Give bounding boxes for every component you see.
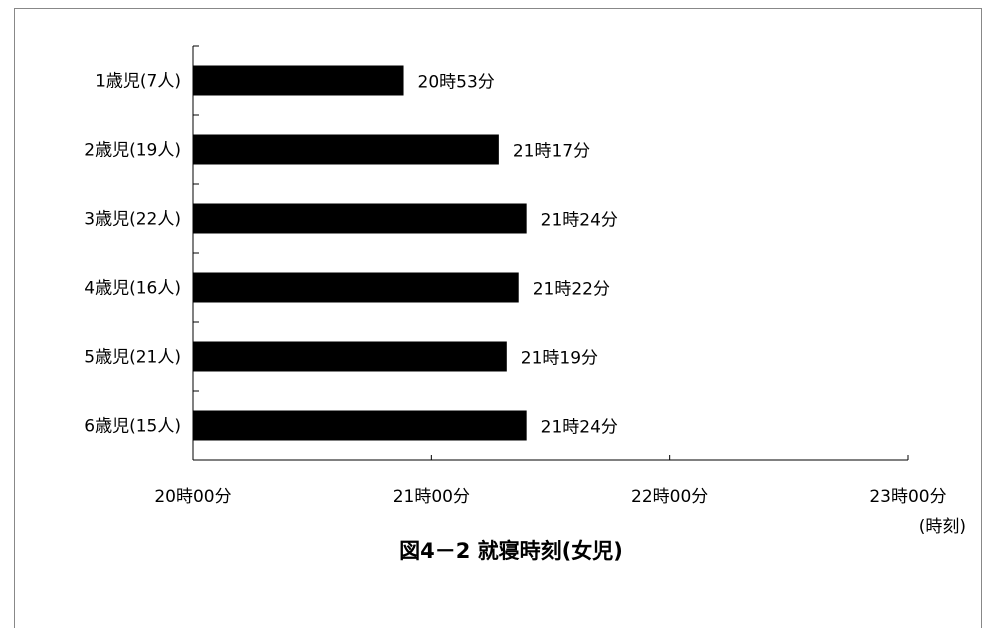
x-axis-label: (時刻) bbox=[919, 517, 966, 537]
x-tick-label: 22時00分 bbox=[631, 487, 708, 507]
bar bbox=[193, 272, 519, 303]
x-tick-label: 21時00分 bbox=[393, 487, 470, 507]
chart-axes bbox=[192, 45, 909, 461]
bar bbox=[193, 203, 527, 234]
category-label: 1歳児(7人) bbox=[95, 72, 181, 92]
data-label: 21時22分 bbox=[533, 280, 610, 300]
bar bbox=[193, 341, 507, 372]
data-label: 20時53分 bbox=[418, 73, 495, 93]
data-label: 21時19分 bbox=[521, 349, 598, 369]
x-tick-label: 20時00分 bbox=[154, 487, 231, 507]
bar bbox=[193, 134, 499, 165]
x-tick-label: 23時00分 bbox=[869, 487, 946, 507]
category-label: 5歳児(21人) bbox=[84, 348, 181, 368]
chart-frame bbox=[14, 8, 982, 628]
category-label: 2歳児(19人) bbox=[84, 141, 181, 161]
bar bbox=[193, 410, 527, 441]
bar bbox=[193, 65, 404, 96]
data-label: 21時24分 bbox=[541, 418, 618, 438]
data-label: 21時24分 bbox=[541, 211, 618, 231]
chart-labels: 20時00分 21時00分 22時00分 23時00分 1歳児(7人) 20時53分 2歳児… bbox=[84, 72, 946, 508]
category-label: 6歳児(15人) bbox=[84, 417, 181, 437]
data-label: 21時17分 bbox=[513, 142, 590, 162]
category-label: 3歳児(22人) bbox=[84, 210, 181, 230]
category-label: 4歳児(16人) bbox=[84, 279, 181, 299]
chart-bars bbox=[193, 65, 527, 441]
chart-title: 図4－2 就寝時刻(女児) bbox=[399, 539, 623, 563]
